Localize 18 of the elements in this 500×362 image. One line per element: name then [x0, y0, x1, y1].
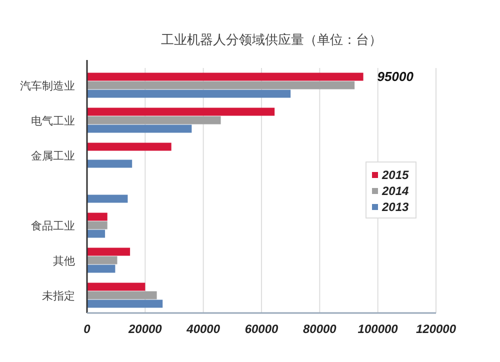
legend-label: 2015: [381, 168, 410, 182]
x-tick-label: 100000: [358, 322, 398, 336]
y-tick-label: 汽车制造业: [20, 80, 75, 92]
y-tick-label: 未指定: [42, 290, 75, 302]
x-tick-label: 60000: [244, 322, 279, 336]
x-tick-label: 20000: [127, 322, 162, 336]
x-tick-label: 80000: [302, 322, 337, 336]
y-tick-label: 食品工业: [31, 220, 75, 232]
legend-label: 2013: [381, 200, 410, 214]
y-tick-label: 金属工业: [31, 150, 75, 162]
x-tick-label: 0: [84, 322, 91, 336]
chart-title: 工业机器人分领域供应量（单位：台）: [161, 32, 382, 47]
x-tick-label: 40000: [186, 322, 220, 336]
legend-label: 2014: [381, 184, 410, 198]
y-tick-label: 其他: [53, 254, 75, 268]
data-label: 95000: [377, 68, 414, 84]
x-tick-label: 120000: [416, 322, 456, 336]
y-tick-label: 电气工业: [31, 114, 75, 128]
